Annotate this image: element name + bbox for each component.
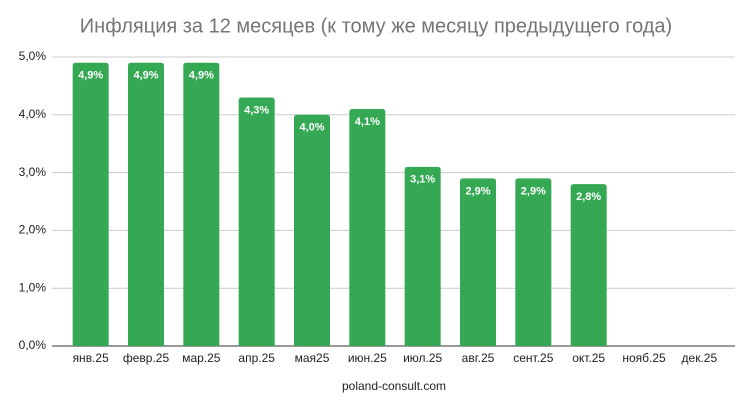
x-tick-label: июн.25 — [348, 351, 387, 365]
value-label: 4,1% — [355, 116, 380, 128]
value-label: 4,9% — [78, 70, 103, 82]
bar — [72, 62, 109, 346]
y-tick-label: 1,0% — [19, 280, 47, 294]
bar — [183, 62, 220, 346]
y-tick-label: 0,0% — [19, 338, 47, 352]
y-tick-label: 3,0% — [19, 165, 47, 179]
value-label: 4,3% — [244, 104, 269, 116]
y-tick-label: 5,0% — [19, 49, 47, 63]
x-tick-label: февр.25 — [123, 351, 170, 365]
x-tick-label: мая25 — [295, 351, 330, 365]
bar — [570, 184, 607, 346]
x-tick-label: мар.25 — [182, 351, 221, 365]
value-label: 4,9% — [133, 70, 158, 82]
value-label: 2,8% — [576, 191, 601, 203]
bar — [515, 178, 552, 346]
value-label: 2,9% — [521, 185, 546, 197]
x-tick-label: авг.25 — [462, 351, 495, 365]
value-label: 3,1% — [410, 174, 435, 186]
bar — [404, 166, 441, 346]
bar — [349, 109, 386, 347]
x-tick-label: янв.25 — [73, 351, 110, 365]
bar — [460, 178, 496, 346]
x-tick-label: апр.25 — [238, 351, 275, 365]
source: poland-consult.com — [342, 379, 446, 393]
x-tick-label: окт.25 — [572, 351, 605, 365]
x-tick-label: дек.25 — [682, 351, 718, 365]
bar — [294, 114, 330, 346]
bar — [128, 62, 164, 346]
y-tick-label: 4,0% — [19, 107, 47, 121]
x-tick-label: нояб.25 — [622, 351, 666, 365]
x-tick-label: сент.25 — [513, 351, 553, 365]
y-tick-label: 2,0% — [19, 223, 47, 237]
bar — [238, 97, 275, 347]
value-label: 4,9% — [189, 70, 214, 82]
chart-title: Инфляция за 12 месяцев (к тому же месяцу… — [80, 15, 672, 37]
x-tick-label: июл.25 — [403, 351, 442, 365]
value-label: 2,9% — [465, 185, 490, 197]
value-label: 4,0% — [299, 122, 324, 134]
